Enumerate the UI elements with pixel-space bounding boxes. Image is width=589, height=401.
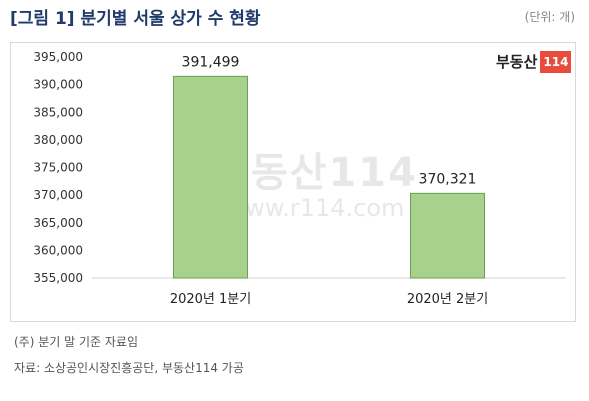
y-tick-label: 360,000 [33, 243, 83, 257]
y-tick-label: 355,000 [33, 271, 83, 285]
bar [410, 192, 485, 279]
data-label: 370,321 [419, 171, 477, 187]
y-tick-label: 395,000 [33, 50, 83, 64]
brand-logo-text: 부동산 [496, 53, 538, 71]
y-tick-label: 390,000 [33, 78, 83, 92]
x-tick-label: 2020년 1분기 [170, 292, 251, 307]
unit-label: (단위: 개) [524, 10, 575, 24]
brand-logo: 부동산 114 [496, 51, 572, 73]
bar [173, 75, 248, 279]
x-tick-label: 2020년 2분기 [407, 292, 488, 307]
footnote: (주) 분기 말 기준 자료임 [14, 335, 138, 349]
data-label: 391,499 [182, 54, 240, 70]
source-note: 자료: 소상공인시장진흥공단, 부동산114 가공 [14, 361, 244, 375]
chart-title: [그림 1] 분기별 서울 상가 수 현황 [10, 9, 261, 29]
y-tick-label: 385,000 [33, 105, 83, 119]
y-tick-label: 370,000 [33, 188, 83, 202]
y-tick-label: 380,000 [33, 133, 83, 147]
y-tick-label: 375,000 [33, 161, 83, 175]
chart-frame [10, 42, 576, 322]
y-tick-label: 365,000 [33, 216, 83, 230]
brand-logo-number: 114 [540, 51, 572, 73]
